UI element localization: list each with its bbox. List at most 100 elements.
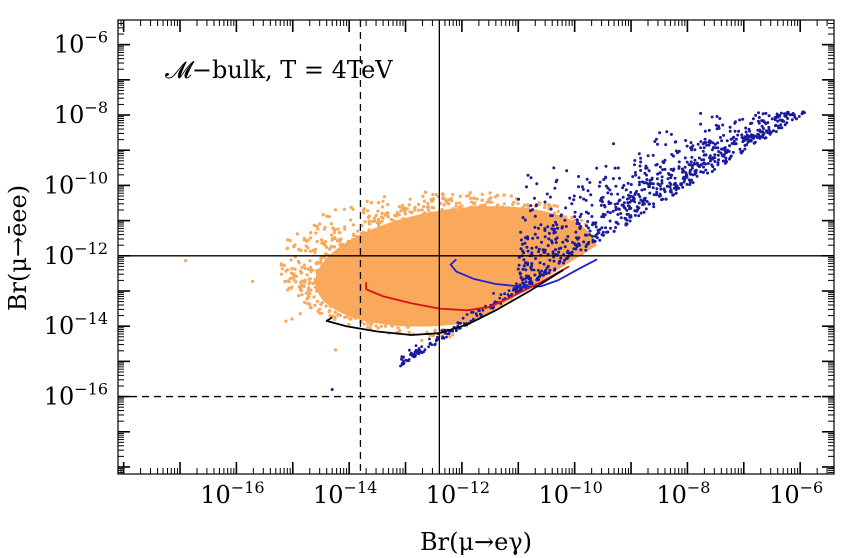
scatter-point-orange (417, 202, 421, 206)
scatter-point-orange (543, 205, 547, 210)
scatter-point-orange (422, 199, 426, 203)
scatter-point-orange (307, 282, 311, 286)
scatter-point-blue (699, 140, 703, 144)
scatter-point-blue (635, 205, 639, 209)
scatter-point-orange (333, 310, 337, 314)
scatter-point-orange (302, 238, 306, 242)
scatter-point-orange (328, 246, 332, 250)
scatter-point-orange (328, 314, 332, 318)
scatter-point-blue (581, 187, 585, 191)
scatter-point-orange (349, 218, 353, 222)
scatter-point-orange (480, 198, 484, 202)
scatter-point-orange (405, 207, 409, 211)
scatter-point-blue (586, 220, 590, 223)
scatter-point-orange (292, 245, 296, 249)
scatter-point-blue (751, 117, 755, 121)
scatter-point-orange (386, 202, 390, 207)
scatter-point-orange (485, 200, 489, 204)
scatter-point-orange (362, 207, 366, 211)
scatter-point-orange (315, 239, 319, 244)
scatter-point-blue (637, 183, 641, 187)
scatter-point-orange (422, 205, 426, 209)
scatter-point-orange (286, 279, 290, 283)
scatter-point-blue (773, 124, 777, 128)
scatter-point-orange (552, 203, 556, 208)
scatter-point-orange (488, 200, 492, 204)
scatter-point-orange (365, 199, 369, 203)
scatter-point-blue (728, 129, 732, 133)
scatter-point-blue (523, 218, 527, 222)
scatter-point-blue (722, 133, 726, 137)
scatter-point-blue (543, 235, 547, 239)
scatter-point-blue (543, 227, 547, 231)
scatter-point-blue (737, 129, 741, 133)
scatter-point-blue (732, 139, 736, 143)
scatter-point-orange (537, 201, 541, 205)
scatter-point-blue (586, 189, 590, 193)
scatter-point-blue (536, 226, 540, 230)
scatter-point-blue (552, 259, 556, 263)
scatter-point-blue (608, 188, 612, 192)
scatter-point-blue (764, 111, 768, 115)
scatter-point-orange (308, 277, 312, 281)
scatter-point-blue (752, 141, 756, 145)
scatter-point-blue (721, 159, 725, 163)
scatter-point-orange (316, 227, 320, 231)
scatter-point-orange (377, 201, 381, 205)
scatter-point-blue (529, 204, 533, 208)
scatter-point-blue (689, 160, 693, 164)
scatter-point-orange (442, 203, 446, 207)
scatter-point-blue (608, 211, 612, 215)
scatter-point-orange (318, 222, 322, 226)
scatter-point-orange (343, 227, 347, 231)
scatter-point-orange (454, 201, 458, 205)
scatter-point-orange (302, 263, 306, 267)
scatter-point-orange (383, 324, 388, 328)
scatter-point-blue (533, 214, 537, 218)
scatter-point-orange (349, 205, 353, 209)
scatter-point-blue (664, 197, 668, 201)
scatter-point-blue (744, 130, 748, 134)
scatter-point-blue (604, 184, 608, 188)
scatter-point-blue (574, 230, 578, 234)
scatter-point-blue (637, 176, 641, 180)
scatter-point-blue (530, 251, 534, 255)
scatter-layer (183, 110, 806, 391)
scatter-point-orange (338, 243, 342, 247)
scatter-point-orange (309, 306, 313, 310)
series-scan-orange (183, 190, 598, 352)
scatter-point-blue (770, 117, 774, 121)
scatter-point-orange (297, 294, 301, 298)
scatter-point-blue (681, 177, 685, 180)
scatter-point-orange (430, 206, 434, 210)
scatter-point-blue (534, 257, 538, 260)
scatter-point-blue (774, 130, 778, 134)
scatter-point-blue (724, 156, 728, 160)
scatter-point-orange (380, 211, 384, 215)
scatter-point-orange (327, 215, 331, 219)
scatter-point-blue (795, 117, 799, 121)
scatter-point-orange (376, 218, 380, 222)
scatter-point-orange (389, 217, 393, 222)
scatter-point-blue (706, 171, 710, 175)
scatter-point-orange (407, 330, 411, 334)
scatter-point-orange (294, 274, 298, 278)
scatter-point-blue (655, 163, 659, 166)
scatter-point-blue (517, 197, 521, 201)
scatter-point-orange (360, 223, 364, 227)
scatter-point-blue (658, 171, 662, 175)
scatter-point-blue (643, 171, 647, 175)
scatter-point-blue (590, 203, 594, 207)
scatter-point-orange (394, 214, 398, 218)
scatter-point-orange (381, 199, 385, 203)
scatter-point-blue (673, 140, 677, 144)
scatter-point-orange (458, 194, 462, 198)
scatter-point-orange (288, 276, 292, 281)
scatter-point-blue (602, 178, 606, 182)
scatter-point-blue (546, 225, 550, 229)
scatter-point-blue (652, 202, 656, 206)
scatter-point-blue (716, 153, 720, 157)
scatter-point-orange (320, 311, 324, 315)
scatter-point-orange (429, 198, 433, 202)
